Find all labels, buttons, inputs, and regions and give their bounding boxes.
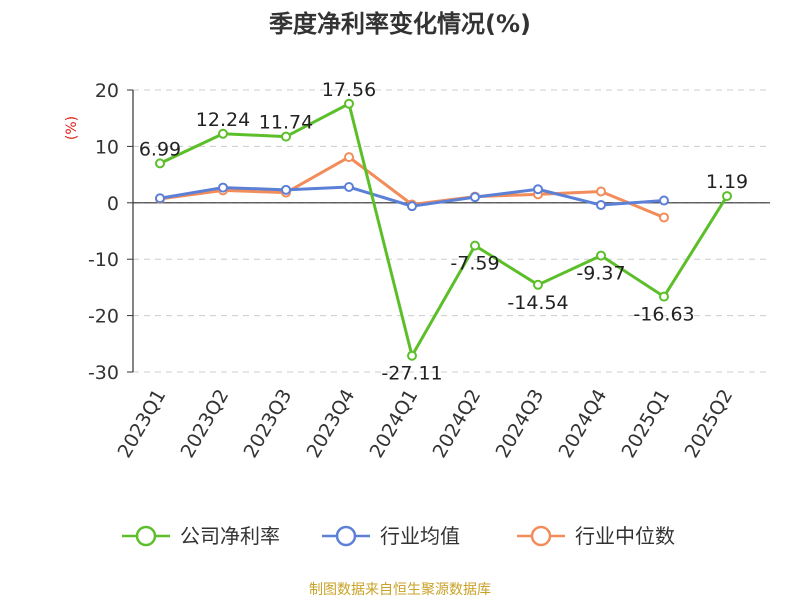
x-tick-label: 2024Q4 — [555, 386, 612, 462]
y-tick-label: 10 — [95, 136, 119, 158]
series-point — [407, 350, 417, 361]
series-point — [659, 291, 669, 302]
series-point — [596, 200, 606, 211]
y-axis-label: (%) — [64, 116, 80, 140]
x-tick-label: 2023Q3 — [240, 386, 297, 462]
x-tick-label: 2023Q4 — [303, 386, 360, 462]
series-point — [470, 192, 480, 203]
legend-item: 行业中位数 — [517, 524, 675, 548]
series-point — [218, 128, 228, 139]
data-label: 11.74 — [259, 112, 313, 134]
legend-label: 公司净利率 — [180, 524, 280, 548]
series-point — [596, 250, 606, 261]
legend-swatch-marker — [335, 525, 357, 547]
x-tick-label: 2023Q2 — [177, 386, 234, 462]
series-point — [659, 195, 669, 206]
data-label-layer: 6.99 12.24 11.74 17.56 -27.11 -7.59 -14.54 -9.3… — [139, 79, 748, 385]
x-tick-label: 2025Q1 — [618, 386, 675, 462]
series-point — [344, 152, 354, 163]
legend-label: 行业中位数 — [575, 524, 675, 548]
series-point — [155, 158, 165, 169]
source-note: 制图数据来自恒生聚源数据库 — [309, 582, 491, 598]
x-tick-label: 2023Q1 — [114, 386, 171, 462]
series-point — [722, 191, 732, 202]
series-point — [533, 184, 543, 195]
series-layer — [155, 98, 732, 361]
y-tick-label: -10 — [88, 249, 119, 271]
legend-swatch-marker — [135, 525, 157, 547]
legend-item: 行业均值 — [322, 524, 460, 548]
data-label: 6.99 — [139, 138, 181, 160]
series-point — [659, 212, 669, 223]
series-point — [344, 182, 354, 193]
data-label: -27.11 — [381, 363, 442, 385]
grid-layer — [133, 89, 770, 373]
x-tick-label: 2025Q2 — [681, 386, 738, 462]
series-point — [596, 186, 606, 197]
series-point — [155, 193, 165, 204]
data-label: -16.63 — [633, 304, 694, 326]
series-line — [159, 102, 729, 358]
y-tick-label: -20 — [88, 306, 119, 328]
series-point — [344, 98, 354, 109]
data-label: 1.19 — [706, 171, 748, 193]
legend-item: 公司净利率 — [122, 524, 280, 548]
y-tick-label: 0 — [107, 193, 119, 215]
series-point — [218, 182, 228, 193]
data-label: 12.24 — [196, 109, 250, 131]
x-tick-label: 2024Q1 — [366, 386, 423, 462]
data-label: 17.56 — [322, 79, 376, 101]
legend-label: 行业均值 — [380, 524, 460, 548]
x-tick-label: 2024Q2 — [429, 386, 486, 462]
legend-swatch-marker — [530, 525, 552, 547]
data-label: -9.37 — [576, 263, 625, 285]
legend: 公司净利率 行业均值 行业中位数 — [122, 524, 675, 548]
y-tick-label: -30 — [88, 362, 119, 384]
chart-title: 季度净利率变化情况(%) — [269, 10, 531, 38]
y-tick-label: 20 — [95, 80, 119, 102]
x-tick-label: 2024Q3 — [492, 386, 549, 462]
series-point — [470, 240, 480, 251]
series-point — [533, 279, 543, 290]
series-point — [281, 184, 291, 195]
series-point — [281, 131, 291, 142]
data-label: -7.59 — [450, 253, 499, 275]
data-label: -14.54 — [507, 292, 568, 314]
series-point — [407, 201, 417, 212]
